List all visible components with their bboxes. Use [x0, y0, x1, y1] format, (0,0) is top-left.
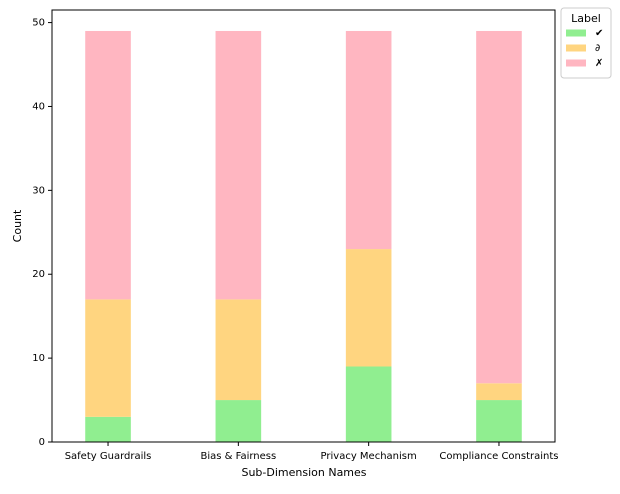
y-tick-label: 20 — [32, 269, 45, 280]
y-tick-label: 10 — [32, 353, 45, 364]
y-tick-label: 0 — [39, 437, 45, 448]
x-tick-label: Compliance Constraints — [439, 451, 558, 462]
bar-segment — [85, 30, 131, 300]
y-axis-label: Count — [11, 209, 24, 242]
legend-label: ✗ — [595, 58, 603, 69]
bar-segment — [85, 416, 131, 442]
bar-segment — [345, 249, 392, 367]
bar-segment — [85, 299, 131, 417]
legend-swatch — [566, 44, 586, 52]
legend-title: Label — [571, 12, 601, 25]
legend-swatch — [566, 59, 586, 67]
y-tick-label: 30 — [32, 185, 45, 196]
bar-segment — [345, 30, 392, 250]
bar-segment — [215, 299, 262, 401]
bar-segment — [215, 400, 262, 442]
bar-segment — [476, 400, 522, 442]
bar-segment — [476, 383, 522, 401]
x-tick-label: Safety Guardrails — [65, 451, 152, 462]
x-axis-label: Sub-Dimension Names — [241, 466, 366, 479]
bar-segment — [476, 30, 522, 384]
x-tick-label: Bias & Fairness — [200, 451, 276, 462]
legend-label: ✔ — [595, 28, 603, 39]
plot-frame — [51, 9, 556, 443]
legend-label: ∂ — [595, 43, 600, 54]
bar-segment — [215, 30, 262, 300]
y-tick-label: 50 — [32, 18, 45, 29]
x-tick-label: Privacy Mechanism — [321, 451, 417, 462]
y-tick-label: 40 — [32, 101, 45, 112]
bar-segment — [345, 366, 392, 442]
legend-swatch — [566, 29, 586, 37]
